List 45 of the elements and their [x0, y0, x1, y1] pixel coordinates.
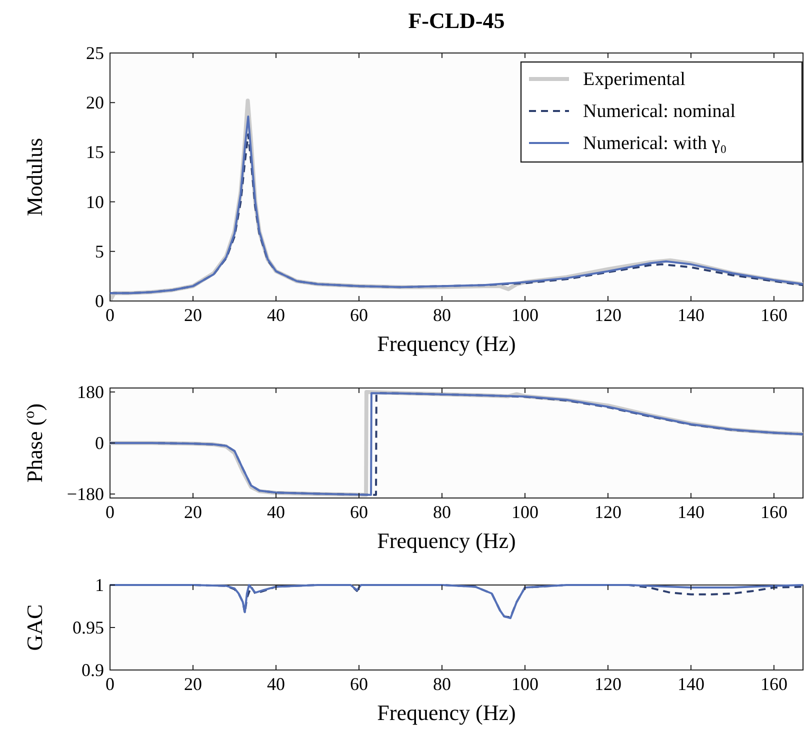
y-tick-label: 1 [95, 575, 104, 595]
x-tick-label: 100 [511, 305, 538, 325]
x-tick-label: 20 [184, 502, 202, 522]
x-tick-label: 160 [760, 674, 788, 694]
x-tick-label: 160 [760, 305, 788, 325]
y-tick-label: 0 [95, 291, 104, 311]
x-tick-label: 140 [677, 305, 704, 325]
x-tick-label: 40 [266, 502, 285, 522]
x-tick-label: 100 [511, 502, 538, 522]
legend-label: Experimental [583, 69, 686, 90]
y-tick-label: 0.9 [82, 660, 104, 680]
x-axis-title: Frequency (Hz) [377, 331, 516, 356]
y-axis-title: Modulus [22, 138, 47, 216]
x-tick-label: 120 [594, 674, 622, 694]
chart-title: F-CLD-45 [408, 8, 505, 33]
x-tick-label: 80 [432, 502, 451, 522]
y-tick-label: 25 [86, 43, 104, 63]
x-tick-label: 140 [677, 674, 704, 694]
legend-label: Numerical: nominal [583, 101, 736, 122]
y-axis-title: GAC [22, 604, 47, 651]
x-tick-label: 100 [511, 674, 538, 694]
x-axis-title: Frequency (Hz) [377, 528, 516, 553]
x-tick-label: 120 [594, 502, 622, 522]
y-tick-label: 20 [86, 92, 104, 113]
y-tick-label: 15 [86, 142, 104, 162]
x-tick-label: 60 [350, 502, 368, 522]
y-tick-label: 10 [86, 192, 104, 212]
x-tick-label: 60 [350, 305, 368, 325]
y-tick-label: 0.95 [72, 618, 104, 638]
x-tick-label: 80 [432, 305, 451, 325]
y-tick-label: 0 [95, 433, 104, 453]
legend-label: Numerical: with γ₀ [583, 133, 727, 154]
x-axis-title: Frequency (Hz) [377, 700, 516, 725]
x-tick-label: 40 [266, 674, 285, 694]
x-tick-label: 160 [760, 502, 788, 522]
x-tick-label: 40 [266, 305, 285, 325]
y-tick-label: 5 [95, 241, 104, 262]
y-tick-label: 180 [77, 382, 104, 402]
x-tick-label: 20 [184, 305, 202, 325]
y-tick-label: −180 [66, 484, 104, 504]
x-tick-label: 140 [677, 502, 704, 522]
x-tick-label: 80 [432, 674, 451, 694]
x-tick-label: 60 [350, 674, 368, 694]
x-tick-label: 120 [594, 305, 622, 325]
x-tick-label: 20 [184, 674, 202, 694]
